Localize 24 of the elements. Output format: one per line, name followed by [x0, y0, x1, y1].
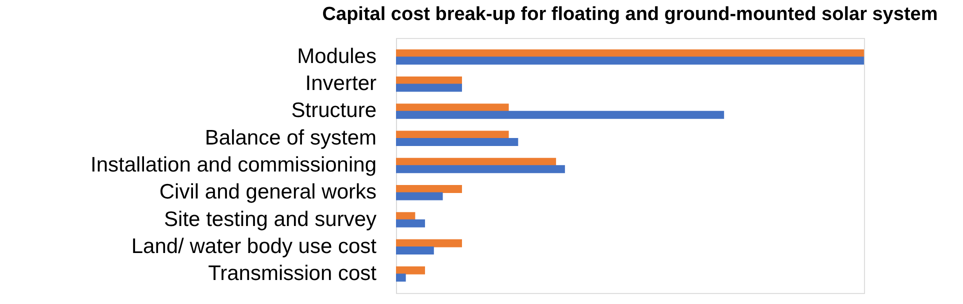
y-tick-label: Site testing and survey [164, 208, 377, 231]
y-tick-label: Structure [291, 99, 376, 122]
y-tick-label: Land/ water body use cost [131, 234, 377, 258]
bar [396, 138, 518, 146]
bar [396, 212, 416, 220]
bar [396, 165, 565, 174]
chart-title: Capital cost break-up for floating and ground-mounted solar system [322, 4, 938, 25]
y-tick-label: Modules [297, 44, 376, 68]
bar [396, 266, 426, 274]
bar [396, 246, 434, 254]
bar [396, 219, 426, 228]
bar [396, 274, 406, 282]
y-tick-label: Civil and general works [159, 180, 376, 204]
bar [396, 185, 462, 194]
y-tick-label: Balance of system [204, 126, 376, 150]
bar [396, 239, 462, 248]
bar [396, 104, 509, 112]
y-tick-label: Installation and commissioning [90, 154, 376, 176]
bar [396, 110, 724, 119]
y-tick-label: Transmission cost [208, 262, 377, 286]
bar [396, 192, 443, 200]
bar [396, 84, 462, 92]
bar [396, 56, 864, 65]
y-tick-label: Inverter [305, 72, 376, 96]
